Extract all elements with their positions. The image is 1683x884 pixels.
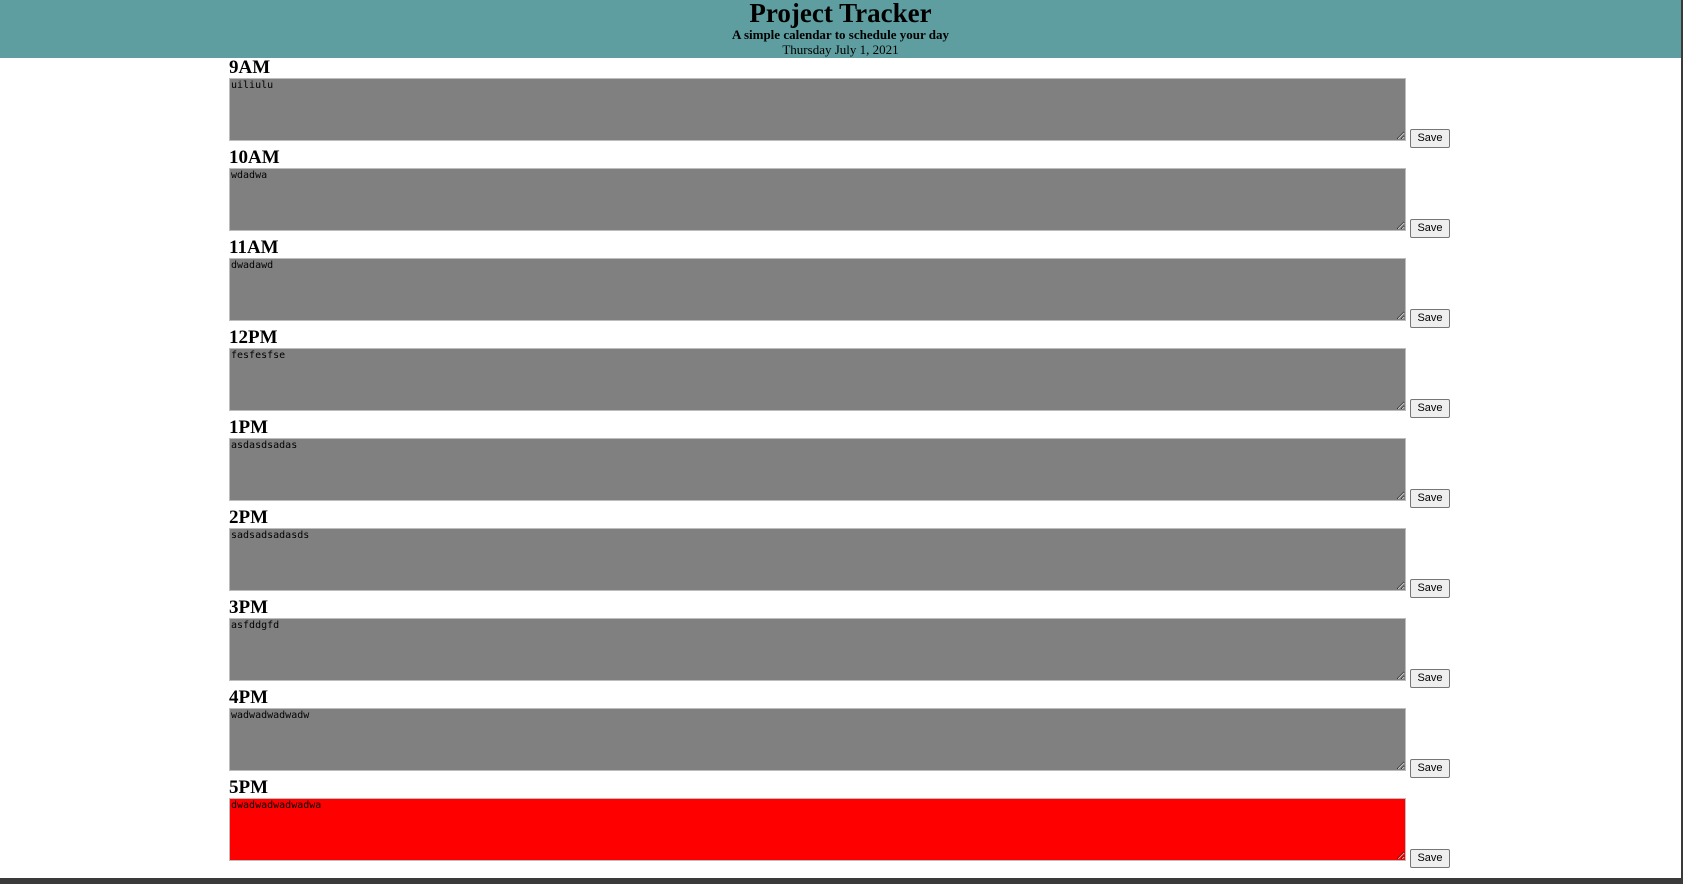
time-block: 5PM dwadwadwadwadwa Save <box>229 778 1459 868</box>
hour-label: 10AM <box>229 147 280 168</box>
event-textarea[interactable]: sadsadsadasds <box>229 528 1406 591</box>
hour-label: 1PM <box>229 417 269 438</box>
hour-label: 4PM <box>229 687 269 708</box>
time-block: 12PM fesfesfse Save <box>229 328 1459 418</box>
page-subtitle: A simple calendar to schedule your day <box>732 27 949 42</box>
save-button[interactable]: Save <box>1410 219 1450 238</box>
save-button[interactable]: Save <box>1410 849 1450 868</box>
save-button[interactable]: Save <box>1410 129 1450 148</box>
hour-label: 5PM <box>229 777 269 798</box>
time-block: 2PM sadsadsadasds Save <box>229 508 1459 598</box>
time-block: 3PM asfddgfd Save <box>229 598 1459 688</box>
event-textarea[interactable]: wadwadwadwadw <box>229 708 1406 771</box>
page-header: Project Tracker A simple calendar to sch… <box>0 0 1681 58</box>
event-textarea[interactable]: fesfesfse <box>229 348 1406 411</box>
hour-label: 11AM <box>229 237 279 258</box>
time-block: 1PM asdasdsadas Save <box>229 418 1459 508</box>
time-block-list: 9AM uiliulu Save 10AM wdadwa Save 11AM d… <box>229 58 1459 868</box>
page-title: Project Tracker <box>749 0 932 28</box>
event-textarea[interactable]: dwadwadwadwadwa <box>229 798 1406 861</box>
event-textarea[interactable]: asfddgfd <box>229 618 1406 681</box>
window-bottom-edge <box>0 878 1683 884</box>
hour-label: 3PM <box>229 597 269 618</box>
time-block: 10AM wdadwa Save <box>229 148 1459 238</box>
event-textarea[interactable]: asdasdsadas <box>229 438 1406 501</box>
time-block: 11AM dwadawd Save <box>229 238 1459 328</box>
save-button[interactable]: Save <box>1410 489 1450 508</box>
hour-label: 12PM <box>229 327 278 348</box>
event-textarea[interactable]: wdadwa <box>229 168 1406 231</box>
save-button[interactable]: Save <box>1410 399 1450 418</box>
event-textarea[interactable]: uiliulu <box>229 78 1406 141</box>
time-block: 4PM wadwadwadwadw Save <box>229 688 1459 778</box>
save-button[interactable]: Save <box>1410 669 1450 688</box>
save-button[interactable]: Save <box>1410 759 1450 778</box>
time-block: 9AM uiliulu Save <box>229 58 1459 148</box>
hour-label: 9AM <box>229 57 271 78</box>
event-textarea[interactable]: dwadawd <box>229 258 1406 321</box>
save-button[interactable]: Save <box>1410 579 1450 598</box>
save-button[interactable]: Save <box>1410 309 1450 328</box>
hour-label: 2PM <box>229 507 269 528</box>
current-date: Thursday July 1, 2021 <box>782 42 899 57</box>
